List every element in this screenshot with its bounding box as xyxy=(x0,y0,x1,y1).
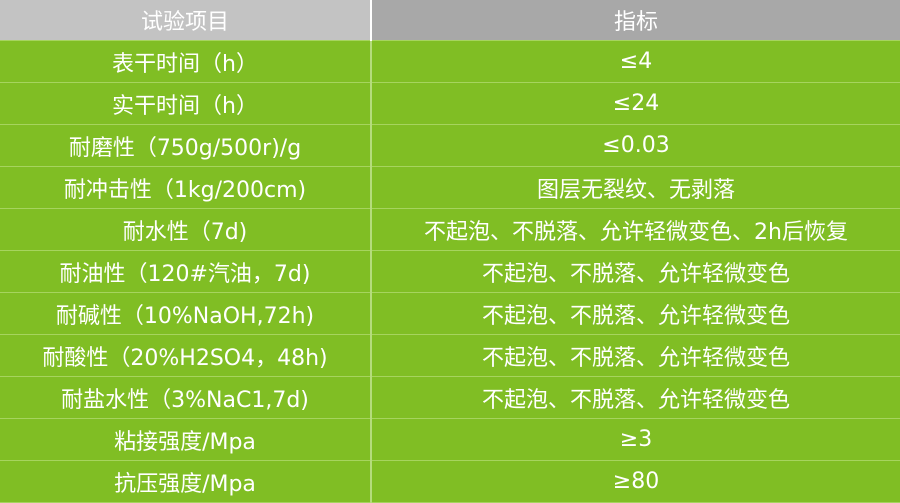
header-test-item: 试验项目 xyxy=(0,0,372,41)
header-indicator: 指标 xyxy=(371,0,900,41)
test-item-cell: 耐碱性（10%NaOH,72h) xyxy=(0,292,372,335)
table-row: 耐酸性（20%H2SO4，48h) 不起泡、不脱落、允许轻微变色 xyxy=(0,334,900,377)
indicator-cell: 不起泡、不脱落、允许轻微变色 xyxy=(371,250,900,293)
table-row: 耐水性（7d) 不起泡、不脱落、允许轻微变色、2h后恢复 xyxy=(0,208,900,251)
indicator-cell: 不起泡、不脱落、允许轻微变色、2h后恢复 xyxy=(371,208,900,251)
table-row: 耐冲击性（1kg/200cm) 图层无裂纹、无剥落 xyxy=(0,166,900,209)
indicator-cell: 不起泡、不脱落、允许轻微变色 xyxy=(371,334,900,377)
table-row: 实干时间（h） ≤24 xyxy=(0,82,900,125)
indicator-cell: ≥80 xyxy=(371,460,900,503)
indicator-cell: 图层无裂纹、无剥落 xyxy=(371,166,900,209)
indicator-cell: ≤24 xyxy=(371,82,900,125)
table-row: 粘接强度/Mpa ≥3 xyxy=(0,418,900,461)
test-item-cell: 耐水性（7d) xyxy=(0,208,372,251)
test-item-cell: 粘接强度/Mpa xyxy=(0,418,372,461)
indicator-cell: 不起泡、不脱落、允许轻微变色 xyxy=(371,292,900,335)
table-row: 耐磨性（750g/500r)/g ≤0.03 xyxy=(0,124,900,167)
indicator-cell: ≤0.03 xyxy=(371,124,900,167)
table-row: 耐油性（120#汽油，7d) 不起泡、不脱落、允许轻微变色 xyxy=(0,250,900,293)
indicator-cell: ≤4 xyxy=(371,40,900,83)
table-row: 表干时间（h） ≤4 xyxy=(0,40,900,83)
test-item-cell: 耐酸性（20%H2SO4，48h) xyxy=(0,334,372,377)
table-row: 耐碱性（10%NaOH,72h) 不起泡、不脱落、允许轻微变色 xyxy=(0,292,900,335)
test-item-cell: 耐油性（120#汽油，7d) xyxy=(0,250,372,293)
test-item-cell: 耐盐水性（3%NaC1,7d) xyxy=(0,376,372,419)
test-item-cell: 表干时间（h） xyxy=(0,40,372,83)
test-item-cell: 耐冲击性（1kg/200cm) xyxy=(0,166,372,209)
indicator-cell: ≥3 xyxy=(371,418,900,461)
table-row: 耐盐水性（3%NaC1,7d) 不起泡、不脱落、允许轻微变色 xyxy=(0,376,900,419)
indicator-cell: 不起泡、不脱落、允许轻微变色 xyxy=(371,376,900,419)
table-row: 抗压强度/Mpa ≥80 xyxy=(0,460,900,503)
test-item-cell: 耐磨性（750g/500r)/g xyxy=(0,124,372,167)
test-item-cell: 实干时间（h） xyxy=(0,82,372,125)
header-row: 试验项目 指标 xyxy=(0,0,900,41)
test-item-cell: 抗压强度/Mpa xyxy=(0,460,372,503)
